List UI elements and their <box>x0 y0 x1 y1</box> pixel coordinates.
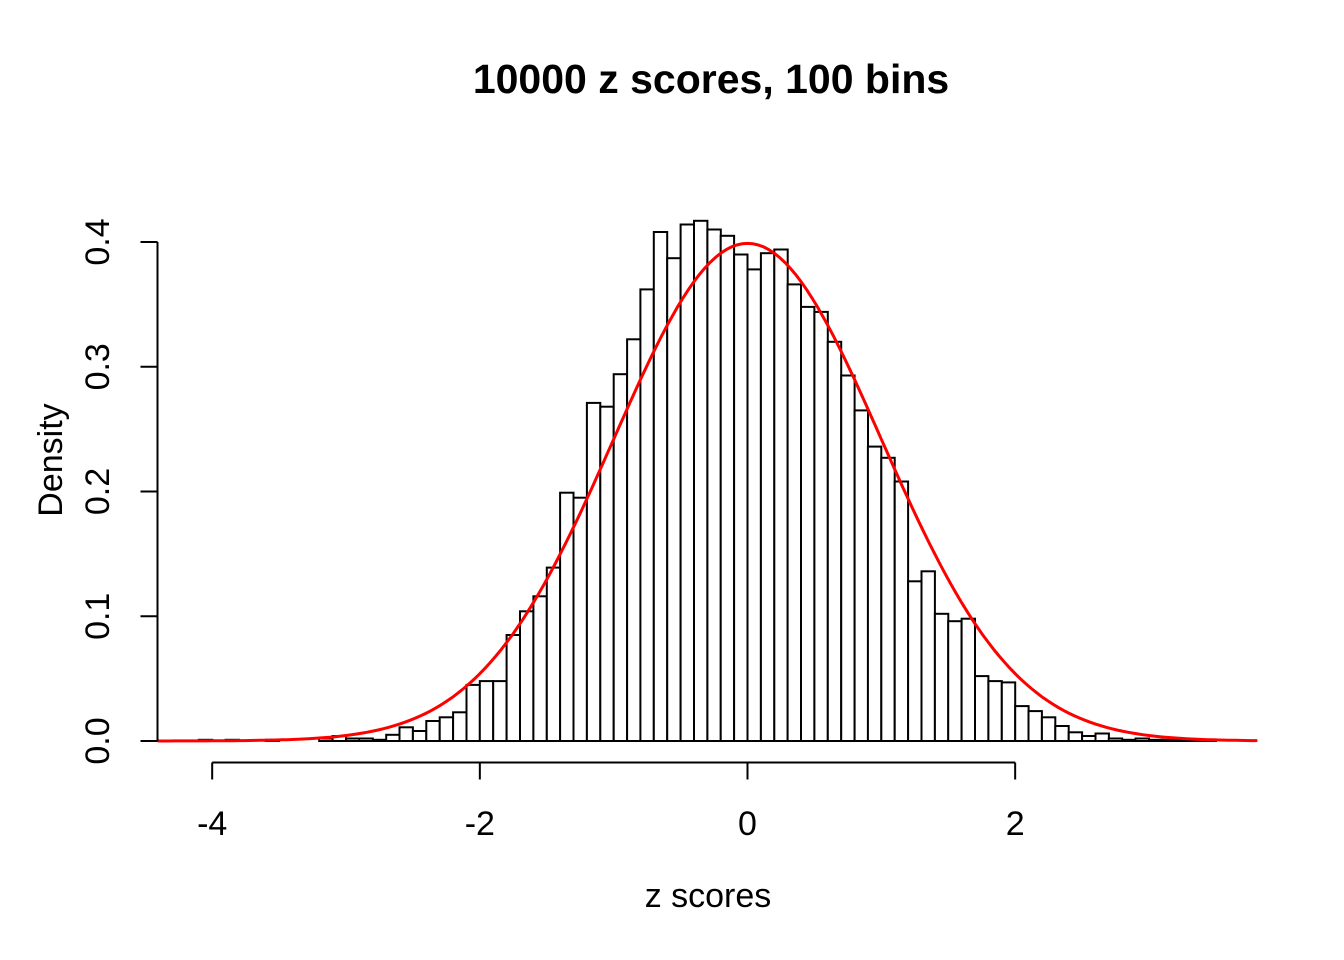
histogram-bar <box>572 496 588 743</box>
histogram-bar <box>385 733 401 742</box>
y-tick-label: 0.2 <box>79 468 117 515</box>
histogram-bar <box>532 595 548 742</box>
histogram-bar <box>974 675 990 742</box>
x-tick-label: -4 <box>197 805 227 843</box>
histogram-bar <box>840 374 856 742</box>
histogram-bar <box>893 480 910 742</box>
histogram-bar <box>1107 737 1124 742</box>
histogram-bar <box>960 617 976 743</box>
histogram-bar <box>358 737 374 742</box>
histogram-bar <box>880 456 896 742</box>
histogram-bar <box>1067 731 1084 742</box>
axes: -4 -2 0 2 0.0 0.1 0.2 0.3 0.4 <box>79 218 1025 843</box>
y-tick-label: 0.3 <box>79 343 117 390</box>
histogram-bar <box>773 248 789 742</box>
histogram-bar <box>1134 737 1150 742</box>
histogram-bar <box>746 268 762 742</box>
y-tick-label: 0.4 <box>79 218 117 265</box>
histogram-bar <box>866 445 883 742</box>
histogram-bar <box>652 231 669 742</box>
histogram-bar <box>452 711 468 742</box>
histogram-bar <box>693 219 709 743</box>
histogram-bar <box>1054 725 1070 742</box>
histogram-bar <box>478 680 495 742</box>
normal-density-curve <box>157 241 1258 743</box>
histogram-bar <box>626 338 642 742</box>
histogram-bar <box>1148 738 1164 742</box>
histogram-bar <box>853 409 869 742</box>
x-axis-label: z scores <box>645 877 772 915</box>
histogram-bar <box>947 620 963 743</box>
histogram-bar <box>411 730 428 742</box>
histogram-bar <box>585 401 602 742</box>
x-tick-label: 0 <box>738 805 757 843</box>
histogram-bar <box>345 737 361 742</box>
histogram-bar <box>1161 738 1177 742</box>
histogram-bar <box>933 612 950 742</box>
histogram-bar <box>679 223 695 742</box>
y-tick-label: 0.1 <box>79 593 117 640</box>
histogram-bar <box>733 253 749 742</box>
histogram-bar <box>425 720 441 742</box>
histogram-bar <box>666 257 682 742</box>
histogram-bar <box>907 580 923 742</box>
x-tick-label: 2 <box>1006 805 1025 843</box>
histogram-bar <box>920 570 936 742</box>
histogram-bar <box>492 680 508 742</box>
y-tick-label: 0.0 <box>79 717 117 764</box>
histogram-bar <box>505 634 522 742</box>
histogram-bar <box>1027 710 1043 742</box>
chart-title: 10000 z scores, 100 bins <box>473 56 949 102</box>
histogram-bars <box>197 219 1217 743</box>
histogram-bar <box>1000 681 1017 743</box>
histogram-bar <box>371 738 388 742</box>
histogram-bar <box>719 234 736 743</box>
histogram-bar <box>706 228 722 742</box>
histogram-bar <box>1040 716 1057 742</box>
histogram-bar <box>987 680 1003 742</box>
x-tick-label: -2 <box>465 805 495 843</box>
histogram-bar <box>1121 738 1137 742</box>
histogram-bar <box>1081 735 1097 742</box>
histogram-bar <box>1094 732 1110 742</box>
histogram-bar <box>398 726 414 742</box>
histogram-bar <box>519 610 535 742</box>
histogram-bar <box>813 310 829 742</box>
histogram-bar <box>465 683 481 743</box>
histogram-bar <box>612 373 629 742</box>
y-axis-label: Density <box>32 403 70 516</box>
histogram-bar <box>826 340 843 742</box>
histogram-bar <box>1014 705 1030 742</box>
histogram-bar <box>545 566 562 742</box>
histogram-bar <box>786 283 802 742</box>
histogram-bar <box>438 716 455 742</box>
histogram-bar <box>800 305 816 742</box>
histogram-bar <box>759 252 776 742</box>
